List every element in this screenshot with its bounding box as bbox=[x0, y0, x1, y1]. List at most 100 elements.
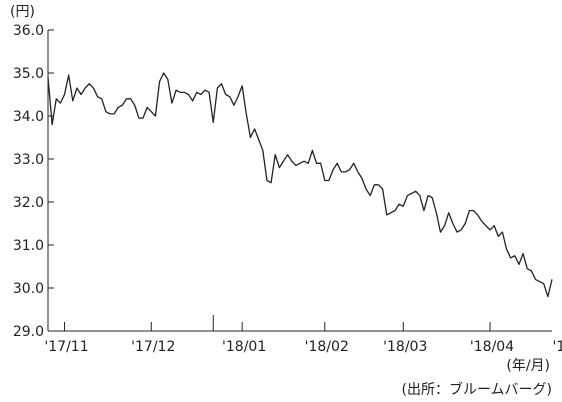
data-point bbox=[543, 283, 544, 284]
data-point bbox=[415, 191, 416, 192]
data-point bbox=[242, 85, 243, 86]
data-point bbox=[138, 118, 139, 119]
data-point bbox=[246, 113, 247, 114]
data-point bbox=[374, 184, 375, 185]
data-point bbox=[324, 180, 325, 181]
y-tick-label: 35.0 bbox=[13, 66, 44, 82]
data-point bbox=[341, 171, 342, 172]
data-point bbox=[60, 103, 61, 104]
y-axis-unit-label: (円) bbox=[10, 4, 35, 20]
y-tick-label: 33.0 bbox=[13, 152, 44, 168]
data-point bbox=[134, 105, 135, 106]
data-point bbox=[250, 137, 251, 138]
data-point bbox=[225, 94, 226, 95]
data-point bbox=[394, 210, 395, 211]
data-point bbox=[494, 225, 495, 226]
data-point bbox=[382, 189, 383, 190]
y-tick-label: 32.0 bbox=[13, 195, 44, 211]
data-point bbox=[444, 225, 445, 226]
data-point bbox=[101, 98, 102, 99]
data-point bbox=[527, 268, 528, 269]
data-point bbox=[270, 182, 271, 183]
data-point bbox=[287, 154, 288, 155]
y-tick-label: 29.0 bbox=[13, 324, 44, 340]
data-point bbox=[184, 92, 185, 93]
data-point bbox=[171, 103, 172, 104]
data-point bbox=[279, 167, 280, 168]
data-point bbox=[130, 98, 131, 99]
data-point bbox=[411, 193, 412, 194]
data-point bbox=[221, 83, 222, 84]
data-point bbox=[217, 87, 218, 88]
data-point bbox=[473, 210, 474, 211]
data-point bbox=[436, 212, 437, 213]
data-point bbox=[461, 229, 462, 230]
x-tick-label: '17/11 bbox=[44, 339, 88, 355]
data-point bbox=[64, 94, 65, 95]
data-point bbox=[213, 122, 214, 123]
data-point bbox=[332, 169, 333, 170]
data-point bbox=[114, 113, 115, 114]
data-point bbox=[200, 94, 201, 95]
data-point bbox=[192, 100, 193, 101]
data-point bbox=[262, 150, 263, 151]
data-point bbox=[151, 111, 152, 112]
data-point bbox=[448, 212, 449, 213]
data-point bbox=[80, 94, 81, 95]
data-point bbox=[551, 279, 552, 280]
data-point bbox=[547, 296, 548, 297]
data-point bbox=[349, 169, 350, 170]
data-point bbox=[378, 184, 379, 185]
data-point bbox=[72, 100, 73, 101]
data-point bbox=[366, 189, 367, 190]
data-point bbox=[233, 105, 234, 106]
data-point bbox=[518, 264, 519, 265]
data-point bbox=[97, 96, 98, 97]
data-point bbox=[85, 87, 86, 88]
y-tick-label: 31.0 bbox=[13, 238, 44, 254]
data-point bbox=[481, 221, 482, 222]
data-point bbox=[142, 118, 143, 119]
data-point bbox=[122, 105, 123, 106]
data-point bbox=[175, 90, 176, 91]
data-point bbox=[147, 107, 148, 108]
x-axis-unit-label: (年/月) bbox=[506, 358, 550, 374]
data-point bbox=[370, 195, 371, 196]
x-tick-label: '17/12 bbox=[131, 339, 175, 355]
data-point bbox=[407, 195, 408, 196]
data-point bbox=[403, 206, 404, 207]
data-point bbox=[229, 96, 230, 97]
data-point bbox=[308, 163, 309, 164]
data-point bbox=[56, 98, 57, 99]
x-tick-label: '18/01 bbox=[222, 339, 266, 355]
data-point bbox=[275, 154, 276, 155]
data-point bbox=[167, 79, 168, 80]
data-point bbox=[514, 255, 515, 256]
data-point bbox=[522, 253, 523, 254]
data-point bbox=[535, 279, 536, 280]
data-point bbox=[258, 139, 259, 140]
data-point bbox=[353, 163, 354, 164]
data-point bbox=[419, 195, 420, 196]
data-point bbox=[47, 77, 48, 78]
data-point bbox=[485, 225, 486, 226]
data-point bbox=[502, 232, 503, 233]
data-point bbox=[510, 257, 511, 258]
x-tick-label: '18/04 bbox=[470, 339, 514, 355]
data-point bbox=[105, 111, 106, 112]
data-point bbox=[283, 161, 284, 162]
data-point bbox=[312, 150, 313, 151]
data-point bbox=[345, 171, 346, 172]
data-point bbox=[209, 92, 210, 93]
data-point bbox=[196, 92, 197, 93]
data-point bbox=[489, 229, 490, 230]
data-point bbox=[299, 163, 300, 164]
data-point bbox=[506, 249, 507, 250]
data-point bbox=[477, 214, 478, 215]
y-tick-label: 30.0 bbox=[13, 281, 44, 297]
data-point bbox=[155, 115, 156, 116]
data-point bbox=[531, 270, 532, 271]
data-point bbox=[361, 178, 362, 179]
data-point bbox=[68, 75, 69, 76]
